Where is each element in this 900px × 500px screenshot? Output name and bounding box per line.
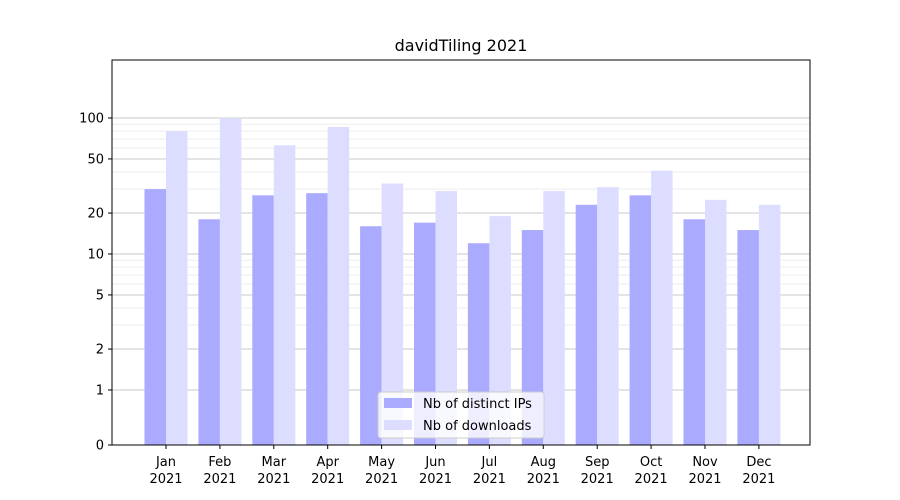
bar-distinct-ips xyxy=(360,226,382,445)
x-tick-label-year: 2021 xyxy=(581,472,614,487)
y-tick-label: 100 xyxy=(79,112,104,127)
bar-downloads xyxy=(381,183,404,445)
bar-distinct-ips xyxy=(198,219,220,445)
bar-downloads xyxy=(435,191,457,445)
y-tick-label: 1 xyxy=(96,384,104,399)
bar-distinct-ips xyxy=(629,195,652,445)
x-tick-label-year: 2021 xyxy=(473,472,506,487)
bar-distinct-ips xyxy=(306,193,328,445)
x-tick-label-month: Jul xyxy=(481,455,498,470)
legend-swatch-distinct-ips xyxy=(384,398,412,408)
bar-downloads xyxy=(273,145,296,446)
x-tick-label-month: Jan xyxy=(155,455,176,470)
bars xyxy=(144,118,781,446)
x-axis: Jan 2021 Feb 2021 Mar 2021 Apr 2021 May 2021 Jun 20… xyxy=(149,445,775,487)
plot-area-frame xyxy=(111,59,811,446)
y-tick-label: 20 xyxy=(87,207,104,222)
bar-distinct-ips xyxy=(683,219,705,445)
x-tick-label-year: 2021 xyxy=(365,472,398,487)
x-tick-label-month: Apr xyxy=(316,455,339,470)
x-tick-label-year: 2021 xyxy=(149,472,182,487)
bar-distinct-ips xyxy=(144,189,166,445)
bar-downloads xyxy=(166,131,188,446)
bar-downloads xyxy=(758,204,781,445)
x-tick-label-month: Oct xyxy=(640,455,662,470)
bar-distinct-ips xyxy=(252,195,274,445)
x-tick-label-year: 2021 xyxy=(311,472,344,487)
x-tick-label-month: Mar xyxy=(262,455,287,470)
x-tick-label-year: 2021 xyxy=(419,472,452,487)
x-tick-label-month: May xyxy=(368,455,395,470)
x-tick-label-month: Nov xyxy=(692,455,718,470)
y-tick-label: 0 xyxy=(96,439,104,454)
bar-downloads xyxy=(705,199,727,445)
x-tick-label-month: Sep xyxy=(585,455,610,470)
x-tick-label-month: Aug xyxy=(531,455,556,470)
y-tick-label: 2 xyxy=(96,343,104,358)
y-tick-label: 5 xyxy=(96,288,104,303)
legend-label-distinct-ips: Nb of distinct IPs xyxy=(423,397,532,412)
x-tick-label-year: 2021 xyxy=(527,472,560,487)
bar-downloads xyxy=(219,118,242,445)
bar-distinct-ips xyxy=(737,230,759,445)
y-tick-label: 10 xyxy=(87,248,104,263)
bar-downloads xyxy=(597,187,619,445)
x-tick-label-year: 2021 xyxy=(257,472,290,487)
x-tick-label-month: Jun xyxy=(424,455,445,470)
y-axis: 0 1 2 5 10 20 50 100 xyxy=(79,112,112,454)
bar-downloads xyxy=(651,170,673,446)
y-tick-label: 50 xyxy=(87,152,104,167)
chart-title: davidTiling 2021 xyxy=(395,36,528,55)
bar-distinct-ips xyxy=(521,230,544,445)
legend-swatch-downloads xyxy=(384,420,412,430)
legend: Nb of distinct IPs Nb of downloads xyxy=(377,391,545,439)
x-tick-label-year: 2021 xyxy=(688,472,721,487)
bar-distinct-ips xyxy=(414,222,436,445)
bar-downloads xyxy=(543,191,565,445)
legend-label-downloads: Nb of downloads xyxy=(423,419,532,434)
bar-distinct-ips xyxy=(575,204,598,445)
x-tick-label-month: Feb xyxy=(208,455,231,470)
x-tick-label-year: 2021 xyxy=(203,472,236,487)
bar-downloads xyxy=(489,216,511,445)
legend-frame xyxy=(377,391,545,439)
x-tick-label-year: 2021 xyxy=(742,472,775,487)
bar-downloads xyxy=(327,126,350,446)
x-tick-label-year: 2021 xyxy=(635,472,668,487)
x-tick-label-month: Dec xyxy=(746,455,771,470)
